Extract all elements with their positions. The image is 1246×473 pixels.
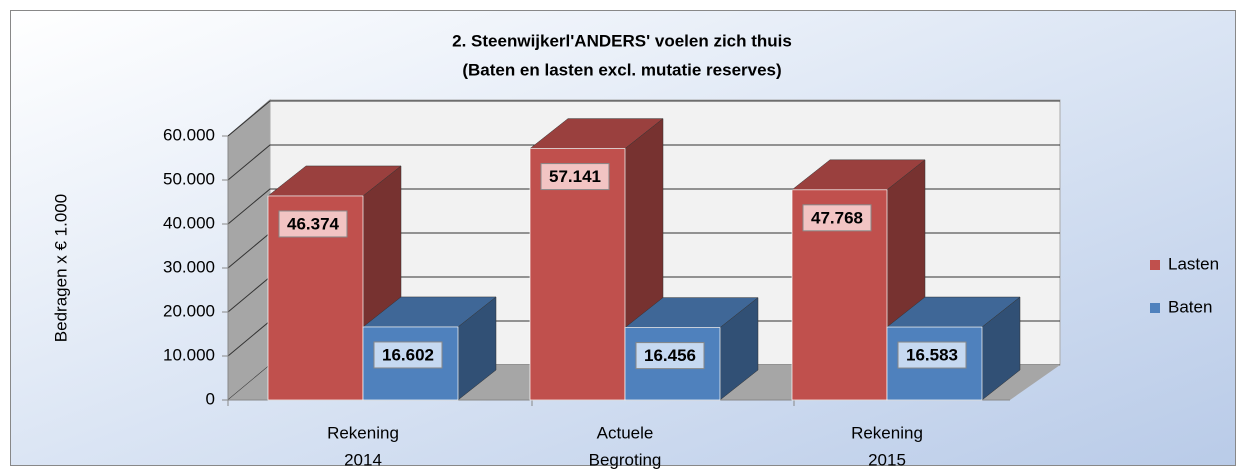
y-tick-label: 20.000 [163,301,215,320]
value-label-box [897,341,967,369]
grid-line [227,100,1060,137]
value-label-box [635,342,705,370]
chart-subtitle: (Baten en lasten excl. mutatie reserves) [462,60,781,79]
x-tick-label: Rekening [327,423,399,442]
y-tick-label: 40.000 [163,213,215,232]
y-tick-label: 10.000 [163,345,215,364]
y-tick-label: 30.000 [163,257,215,276]
value-label: 57.141 [549,167,601,186]
x-tick-label: Begroting [589,450,662,469]
value-label: 47.768 [811,208,863,227]
x-tick-label: Rekening [851,423,923,442]
value-label-box [373,341,443,369]
legend-swatch [1150,303,1160,313]
y-tick-label: 50.000 [163,169,215,188]
bar [529,148,626,401]
y-axis-label: Bedragen x € 1.000 [51,194,70,342]
x-tick-label: Actuele [597,423,654,442]
value-label: 46.374 [287,214,340,233]
value-label-box [278,210,348,238]
value-label-box [802,204,872,232]
value-label: 16.456 [644,346,696,365]
legend-label: Baten [1168,297,1212,316]
y-tick-label: 0 [206,389,215,408]
y-tick-label: 60.000 [163,125,215,144]
value-label-box [540,163,610,191]
x-tick-label: 2015 [868,450,906,469]
grid-line [227,144,1060,181]
chart-title: 2. Steenwijkerl'ANDERS' voelen zich thui… [452,31,792,50]
x-tick-label: 2014 [344,450,382,469]
value-label: 16.602 [382,345,434,364]
legend-label: Lasten [1168,254,1219,273]
legend-swatch [1150,260,1160,270]
value-label: 16.583 [906,346,958,365]
